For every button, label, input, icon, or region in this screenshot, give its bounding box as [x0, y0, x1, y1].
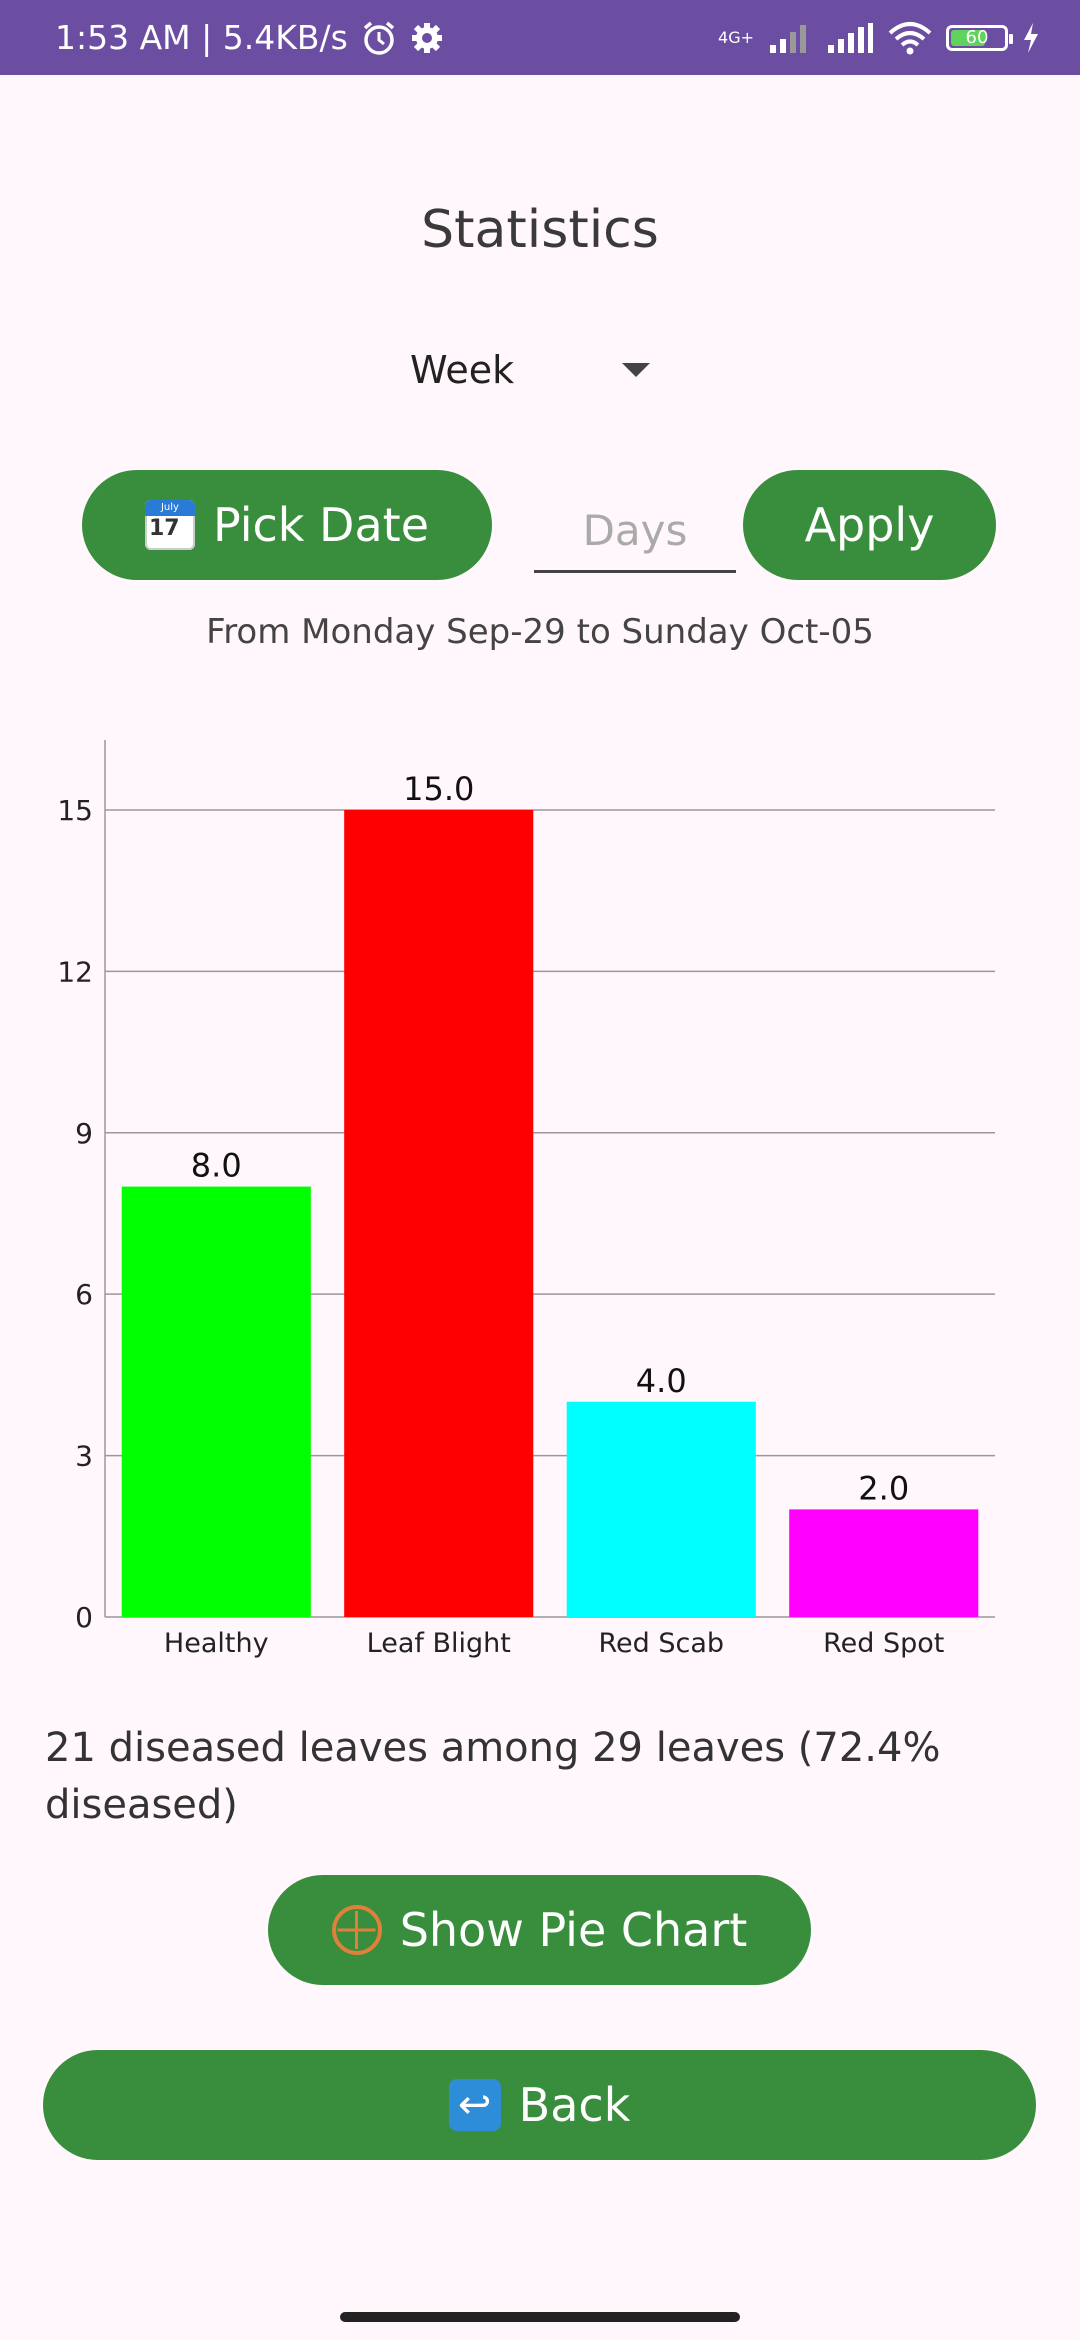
dropdown-arrow-icon	[622, 363, 650, 377]
disease-summary: 21 diseased leaves among 29 leaves (72.4…	[45, 1725, 941, 1828]
y-tick-label: 15	[57, 794, 93, 827]
apply-label: Apply	[804, 498, 935, 552]
y-tick-label: 12	[57, 955, 93, 988]
bar-healthy	[121, 1186, 311, 1617]
battery-level: 60	[965, 27, 989, 48]
back-button[interactable]: ↩ Back	[43, 2050, 1036, 2160]
settings-gear-icon	[411, 22, 442, 53]
date-range-text: From Monday Sep-29 to Sunday Oct-05	[206, 612, 874, 652]
pick-date-label: Pick Date	[212, 498, 429, 552]
period-dropdown-value: Week	[410, 348, 515, 392]
alarm-icon	[363, 21, 394, 55]
period-dropdown[interactable]: Week	[410, 345, 650, 395]
days-input[interactable]	[534, 490, 736, 573]
wifi-icon	[888, 21, 932, 54]
y-tick-label: 0	[75, 1601, 93, 1634]
bar-red-spot	[789, 1509, 979, 1617]
network-type: 4G+	[718, 27, 754, 47]
x-category-label: Red Scab	[598, 1628, 724, 1659]
bar-chart: 0 3 6 9 12 15 8.0 Healthy 15.0 Leaf Blight 4.0 Red …	[57, 740, 995, 1659]
bar-value-label: 2.0	[858, 1469, 909, 1507]
y-tick-label: 6	[75, 1278, 93, 1311]
calendar-icon: July 17	[144, 500, 195, 550]
show-pie-chart-button[interactable]: Show Pie Chart	[268, 1875, 811, 1985]
bar-value-label: 8.0	[191, 1147, 242, 1185]
home-indicator[interactable]	[340, 2312, 740, 2322]
x-category-label: Leaf Blight	[367, 1628, 511, 1659]
wheel-icon	[331, 1905, 382, 1955]
pick-date-button[interactable]: July 17 Pick Date	[82, 470, 492, 580]
bar-leaf-blight	[344, 809, 534, 1617]
back-arrow-icon: ↩	[448, 2079, 501, 2131]
status-time: 1:53 AM | 5.4KB/s	[55, 18, 348, 57]
bar-red-scab	[566, 1401, 756, 1617]
signal-icon-2	[828, 22, 873, 53]
charging-bolt-icon	[1024, 22, 1038, 53]
signal-icon-1	[770, 24, 806, 53]
x-category-label: Red Spot	[823, 1628, 944, 1659]
bar-value-label: 15.0	[403, 770, 474, 808]
show-pie-chart-label: Show Pie Chart	[399, 1903, 748, 1957]
apply-button[interactable]: Apply	[743, 470, 996, 580]
y-tick-label: 3	[75, 1440, 93, 1473]
status-bar: 1:53 AM | 5.4KB/s 4G+	[0, 0, 1080, 75]
back-label: Back	[518, 2078, 631, 2132]
status-left: 1:53 AM | 5.4KB/s	[55, 18, 444, 57]
battery-icon: 60	[946, 24, 1013, 51]
status-right: 4G+ 60	[718, 21, 1040, 55]
y-tick-label: 9	[75, 1117, 93, 1150]
x-category-label: Healthy	[164, 1628, 269, 1659]
page-title: Statistics	[421, 200, 659, 260]
bar-value-label: 4.0	[636, 1362, 687, 1400]
